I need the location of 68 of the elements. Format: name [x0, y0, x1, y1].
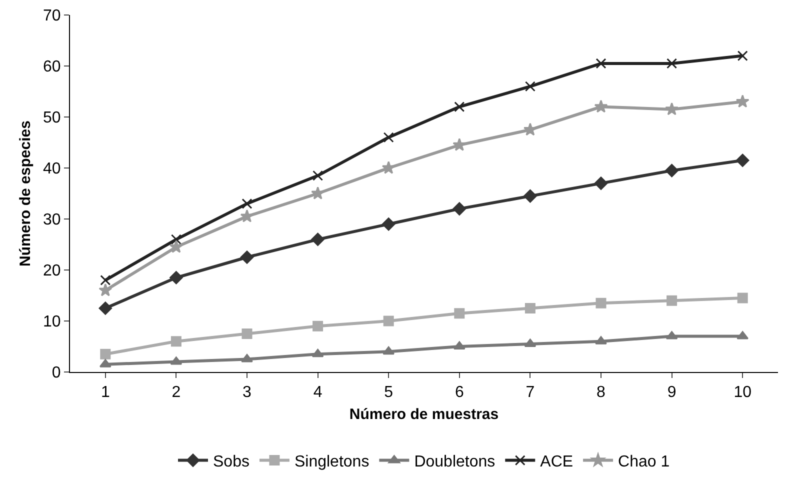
point — [240, 209, 254, 222]
x-tick-label: 6 — [454, 384, 464, 402]
point — [666, 58, 678, 69]
y-tick-label: 40 — [43, 160, 61, 178]
x-tick-label: 3 — [242, 384, 252, 402]
point — [665, 164, 678, 178]
point — [596, 58, 606, 69]
legend-label: ACE — [540, 454, 574, 471]
legend-label: Sobs — [213, 454, 250, 471]
point — [452, 138, 466, 151]
point — [596, 298, 606, 308]
point — [311, 186, 325, 200]
point — [524, 81, 536, 92]
x-tick-label: 5 — [384, 384, 394, 402]
point — [240, 250, 254, 264]
x-tick-label: 8 — [596, 384, 606, 402]
point — [170, 336, 182, 347]
point — [98, 283, 112, 296]
point — [665, 102, 679, 116]
point — [242, 328, 252, 339]
y-tick-label: 10 — [43, 314, 61, 331]
point — [594, 100, 608, 113]
point — [454, 102, 465, 112]
x-tick-label: 9 — [667, 384, 676, 402]
y-tick-label: 20 — [43, 262, 61, 280]
x-tick-label: 1 — [100, 384, 110, 402]
x-tick-label: 4 — [313, 384, 322, 402]
y-tick-label: 60 — [43, 58, 61, 76]
point — [595, 336, 607, 344]
legend-label: Singletons — [294, 454, 370, 471]
legend-label: Chao 1 — [618, 454, 670, 471]
point — [737, 292, 748, 304]
y-tick-label: 0 — [52, 364, 61, 382]
point — [312, 348, 324, 358]
x-tick-label: 2 — [172, 384, 181, 402]
point — [242, 198, 252, 209]
point — [383, 316, 394, 326]
point — [170, 234, 182, 245]
point — [100, 348, 111, 360]
y-tick-label: 30 — [43, 212, 61, 229]
point — [170, 271, 183, 284]
point — [100, 274, 111, 286]
point — [524, 303, 536, 314]
x-tick-label: 10 — [734, 384, 752, 402]
point — [311, 232, 324, 246]
point — [737, 50, 748, 62]
point — [736, 154, 750, 167]
y-tick-label: 50 — [43, 110, 61, 127]
point — [383, 132, 394, 143]
x-axis-title: Número de muestras — [349, 406, 499, 424]
point — [241, 354, 253, 362]
point — [382, 218, 396, 231]
point — [452, 202, 466, 216]
point — [454, 308, 465, 319]
point — [736, 94, 750, 108]
y-axis-title: Número de especies — [17, 120, 34, 266]
x-tick-label: 7 — [526, 384, 535, 402]
point — [524, 189, 537, 203]
point — [594, 176, 608, 190]
point — [523, 122, 537, 136]
point — [312, 320, 324, 332]
point — [98, 302, 112, 315]
point — [666, 295, 678, 306]
legend-label: Doubletons — [414, 454, 496, 471]
point — [382, 346, 395, 355]
point — [312, 170, 324, 181]
y-tick-label: 70 — [43, 8, 61, 25]
point — [169, 240, 183, 253]
